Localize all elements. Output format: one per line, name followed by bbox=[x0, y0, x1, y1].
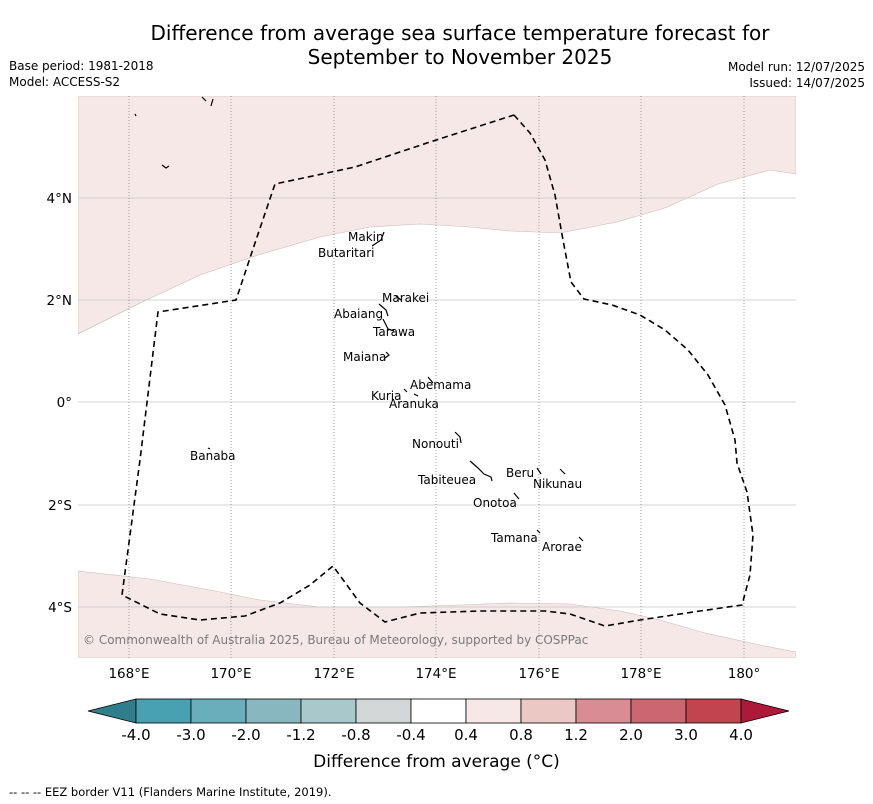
colorbar-tick-label: -4.0 bbox=[121, 726, 150, 744]
colorbar-segment bbox=[190, 698, 247, 724]
latitude-gridlines bbox=[78, 197, 796, 608]
colorbar-segment bbox=[575, 698, 632, 724]
island-label-maiana: Maiana bbox=[343, 350, 386, 364]
island-label-tamana: Tamana bbox=[490, 531, 538, 545]
colorbar-segment bbox=[135, 698, 192, 724]
colorbar-segment bbox=[520, 698, 577, 724]
island-label-nonouti: Nonouti bbox=[412, 437, 459, 451]
model-name: Model: ACCESS-S2 bbox=[9, 75, 121, 89]
colorbar-tick-label: -0.8 bbox=[341, 726, 370, 744]
issued-date: Issued: 14/07/2025 bbox=[749, 76, 865, 90]
base-period: Base period: 1981-2018 bbox=[9, 59, 154, 73]
colorbar-segment bbox=[685, 698, 742, 724]
colorbar-tick-label: 2.0 bbox=[619, 726, 643, 744]
lat-tick-0: 0° bbox=[57, 395, 72, 411]
colorbar-tick-label: 0.8 bbox=[509, 726, 533, 744]
island-label-abemama: Abemama bbox=[410, 378, 471, 392]
anomaly-region-south bbox=[78, 570, 796, 658]
island-label-abaiang: Abaiang bbox=[334, 307, 383, 321]
lon-tick-176e: 176°E bbox=[518, 666, 559, 682]
colorbar-tick-label: -0.4 bbox=[396, 726, 425, 744]
longitude-gridlines bbox=[128, 96, 745, 658]
colorbar-tick-label: 0.4 bbox=[454, 726, 478, 744]
colorbar bbox=[87, 698, 790, 724]
colorbar-segment bbox=[630, 698, 687, 724]
colorbar-arrow-high bbox=[740, 698, 790, 724]
colorbar-arrow-low bbox=[87, 698, 137, 724]
island-label-banaba: Banaba bbox=[190, 449, 236, 463]
lon-tick-170e: 170°E bbox=[210, 666, 251, 682]
lat-tick-4s: 4°S bbox=[48, 600, 72, 616]
lat-tick-2n: 2°N bbox=[47, 293, 72, 309]
island-label-onotoa: Onotoa bbox=[473, 496, 517, 510]
island-label-kuria: Kuria bbox=[371, 389, 402, 403]
copyright-notice: © Commonwealth of Australia 2025, Bureau… bbox=[83, 633, 588, 647]
colorbar-segment bbox=[245, 698, 302, 724]
lon-tick-168e: 168°E bbox=[108, 666, 149, 682]
title-line-2: September to November 2025 bbox=[307, 45, 613, 69]
island-label-arorae: Arorae bbox=[542, 540, 582, 554]
lat-tick-2s: 2°S bbox=[48, 498, 72, 514]
lon-tick-174e: 174°E bbox=[415, 666, 456, 682]
colorbar-tick-label: -1.2 bbox=[286, 726, 315, 744]
island-coastlines bbox=[134, 96, 584, 542]
colorbar-ticks: -4.0 -3.0 -2.0 -1.2 -0.8 -0.4 0.4 0.8 1.2 2.0 3.0 4… bbox=[121, 726, 753, 744]
island-label-beru: Beru bbox=[506, 466, 534, 480]
island-label-aranuka: Aranuka bbox=[389, 397, 439, 411]
island-label-butaritari: Butaritari bbox=[318, 246, 375, 260]
lon-tick-172e: 172°E bbox=[313, 666, 354, 682]
colorbar-tick-label: -2.0 bbox=[231, 726, 260, 744]
island-label-makin: Makin bbox=[348, 230, 384, 244]
meta-right: Model run: 12/07/2025 Issued: 14/07/2025 bbox=[728, 59, 865, 91]
colorbar-segment bbox=[300, 698, 357, 724]
island-label-tabiteuea: Tabiteuea bbox=[417, 473, 476, 487]
title-line-1: Difference from average sea surface temp… bbox=[150, 21, 770, 45]
colorbar-segment bbox=[355, 698, 412, 724]
colorbar-tick-label: -3.0 bbox=[176, 726, 205, 744]
colorbar-tick-label: 3.0 bbox=[674, 726, 698, 744]
lon-tick-178e: 178°E bbox=[620, 666, 661, 682]
lon-tick-180: 180° bbox=[728, 666, 761, 682]
colorbar-segment bbox=[465, 698, 522, 724]
colorbar-title: Difference from average (°C) bbox=[313, 752, 560, 772]
island-label-marakei: Marakei bbox=[382, 291, 429, 305]
colorbar-segment bbox=[410, 698, 467, 724]
lat-tick-4n: 4°N bbox=[47, 191, 72, 207]
map-title: Difference from average sea surface temp… bbox=[90, 21, 830, 69]
model-run: Model run: 12/07/2025 bbox=[727, 60, 865, 74]
eez-legend-note: -- -- -- EEZ border V11 (Flanders Marine… bbox=[9, 785, 332, 799]
colorbar-tick-label: 4.0 bbox=[729, 726, 753, 744]
map-plot-area: Makin Butaritari Marakei Abaiang Tarawa … bbox=[78, 96, 796, 658]
colorbar-tick-label: 1.2 bbox=[564, 726, 588, 744]
meta-left: Base period: 1981-2018 Model: ACCESS-S2 bbox=[9, 58, 154, 90]
island-label-tarawa: Tarawa bbox=[372, 325, 415, 339]
island-label-nikunau: Nikunau bbox=[533, 477, 582, 491]
anomaly-region-north bbox=[78, 96, 796, 335]
